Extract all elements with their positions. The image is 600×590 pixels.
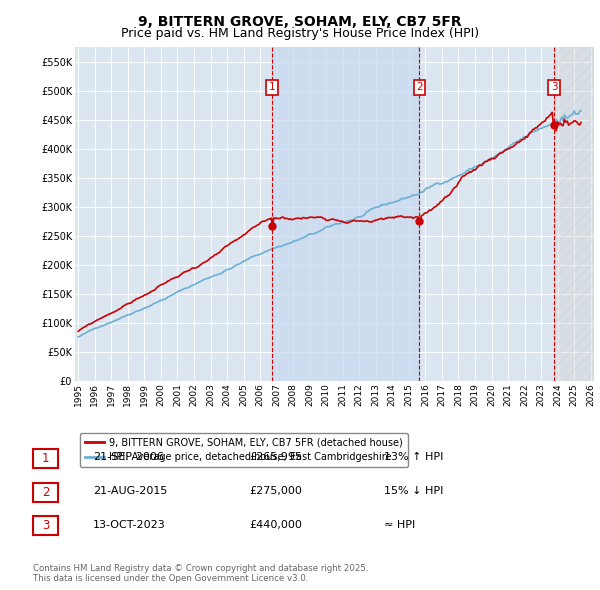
Text: ≈ HPI: ≈ HPI — [384, 520, 415, 529]
Text: £440,000: £440,000 — [249, 520, 302, 529]
Text: 21-AUG-2015: 21-AUG-2015 — [93, 486, 167, 496]
Text: 15% ↓ HPI: 15% ↓ HPI — [384, 486, 443, 496]
Text: 21-SEP-2006: 21-SEP-2006 — [93, 453, 164, 462]
Text: £265,995: £265,995 — [249, 453, 302, 462]
Text: 2: 2 — [42, 486, 49, 499]
Text: 3: 3 — [42, 519, 49, 532]
Text: 1: 1 — [269, 82, 275, 92]
Text: £275,000: £275,000 — [249, 486, 302, 496]
Text: Contains HM Land Registry data © Crown copyright and database right 2025.
This d: Contains HM Land Registry data © Crown c… — [33, 563, 368, 583]
Text: 3: 3 — [551, 82, 557, 92]
Text: 13% ↑ HPI: 13% ↑ HPI — [384, 453, 443, 462]
Text: 2: 2 — [416, 82, 423, 92]
Text: 1: 1 — [42, 452, 49, 465]
Text: 13-OCT-2023: 13-OCT-2023 — [93, 520, 166, 529]
Text: 9, BITTERN GROVE, SOHAM, ELY, CB7 5FR: 9, BITTERN GROVE, SOHAM, ELY, CB7 5FR — [138, 15, 462, 29]
Bar — [554, 47, 594, 381]
Text: Price paid vs. HM Land Registry's House Price Index (HPI): Price paid vs. HM Land Registry's House … — [121, 27, 479, 40]
Legend: 9, BITTERN GROVE, SOHAM, ELY, CB7 5FR (detached house), HPI: Average price, deta: 9, BITTERN GROVE, SOHAM, ELY, CB7 5FR (d… — [80, 433, 407, 467]
Bar — [272, 47, 419, 381]
